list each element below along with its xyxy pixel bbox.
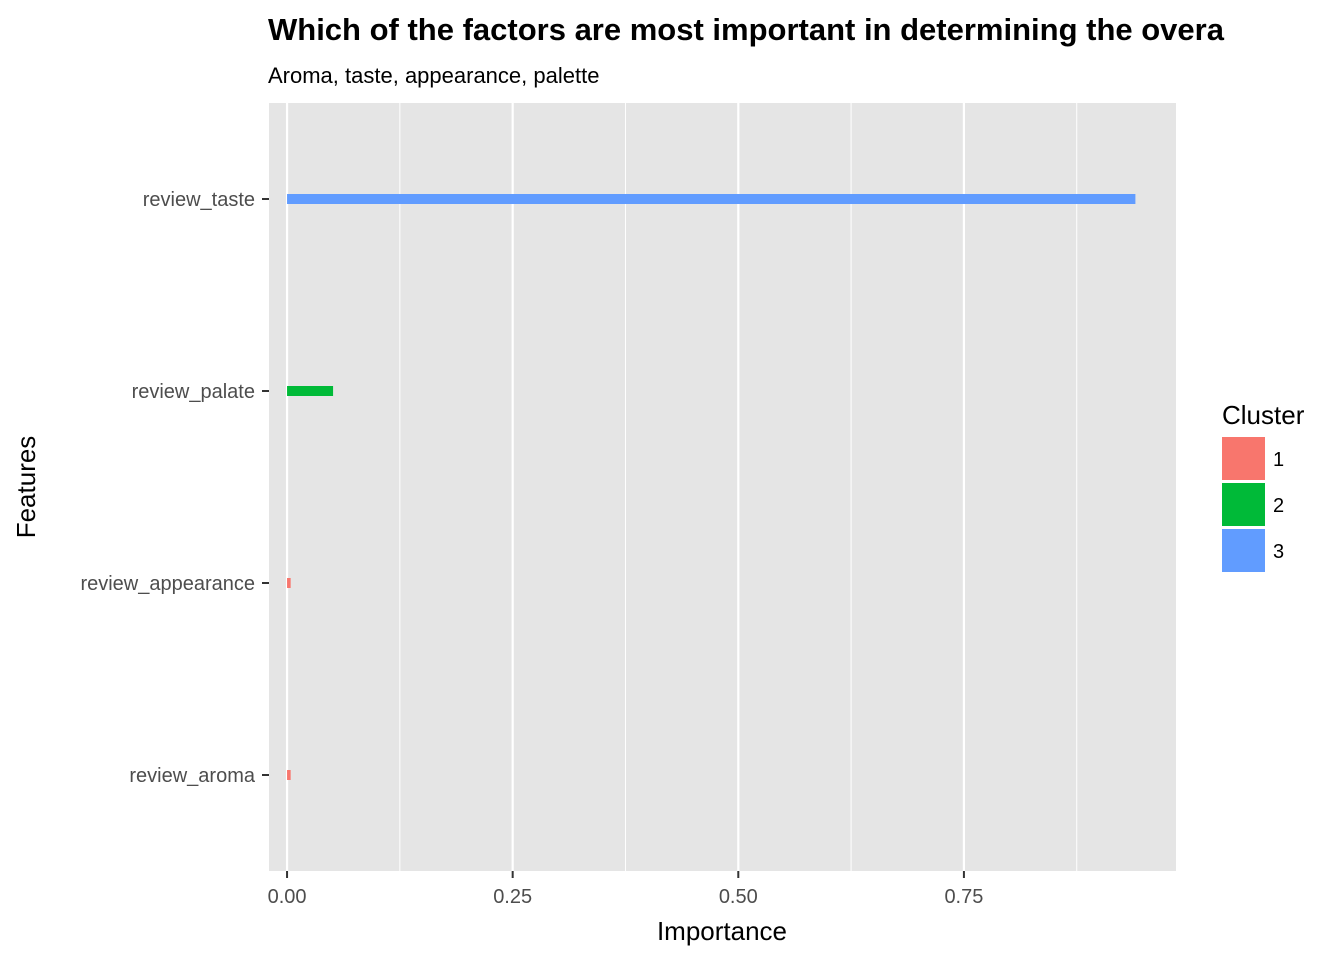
bar-review-appearance xyxy=(287,578,291,588)
legend-key-1 xyxy=(1222,437,1265,480)
y-tick-label: review_aroma xyxy=(129,765,255,787)
y-tick-label: review_palate xyxy=(132,381,255,403)
legend: Cluster 1 2 3 xyxy=(1222,400,1305,572)
chart-subtitle: Aroma, taste, appearance, palette xyxy=(268,63,599,88)
y-tick-label: review_appearance xyxy=(80,573,255,595)
legend-key-2 xyxy=(1222,483,1265,526)
x-tick-label: 0.75 xyxy=(944,886,983,908)
legend-key-3 xyxy=(1222,529,1265,572)
legend-title: Cluster xyxy=(1222,400,1305,430)
x-tick-label: 0.25 xyxy=(493,886,532,908)
chart-title: Which of the factors are most important … xyxy=(268,12,1225,47)
x-tick-label: 0.50 xyxy=(719,886,758,908)
x-tick-label: 0.00 xyxy=(268,886,307,908)
bar-review-taste xyxy=(287,194,1136,204)
y-tick-label: review_taste xyxy=(143,189,255,211)
x-axis-title: Importance xyxy=(657,916,787,946)
y-axis-title: Features xyxy=(11,436,41,539)
bars xyxy=(287,194,1136,780)
grid-major xyxy=(285,103,966,871)
bar-review-aroma xyxy=(287,770,291,780)
y-axis: review_taste review_palate review_appearan… xyxy=(80,189,269,787)
plot-panel xyxy=(269,103,1176,871)
bar-review-palate xyxy=(287,386,334,396)
grid-minor xyxy=(399,103,1078,871)
x-axis: 0.00 0.25 0.50 0.75 xyxy=(268,871,983,908)
legend-label-1: 1 xyxy=(1273,449,1284,471)
legend-label-2: 2 xyxy=(1273,495,1284,517)
legend-label-3: 3 xyxy=(1273,541,1284,563)
